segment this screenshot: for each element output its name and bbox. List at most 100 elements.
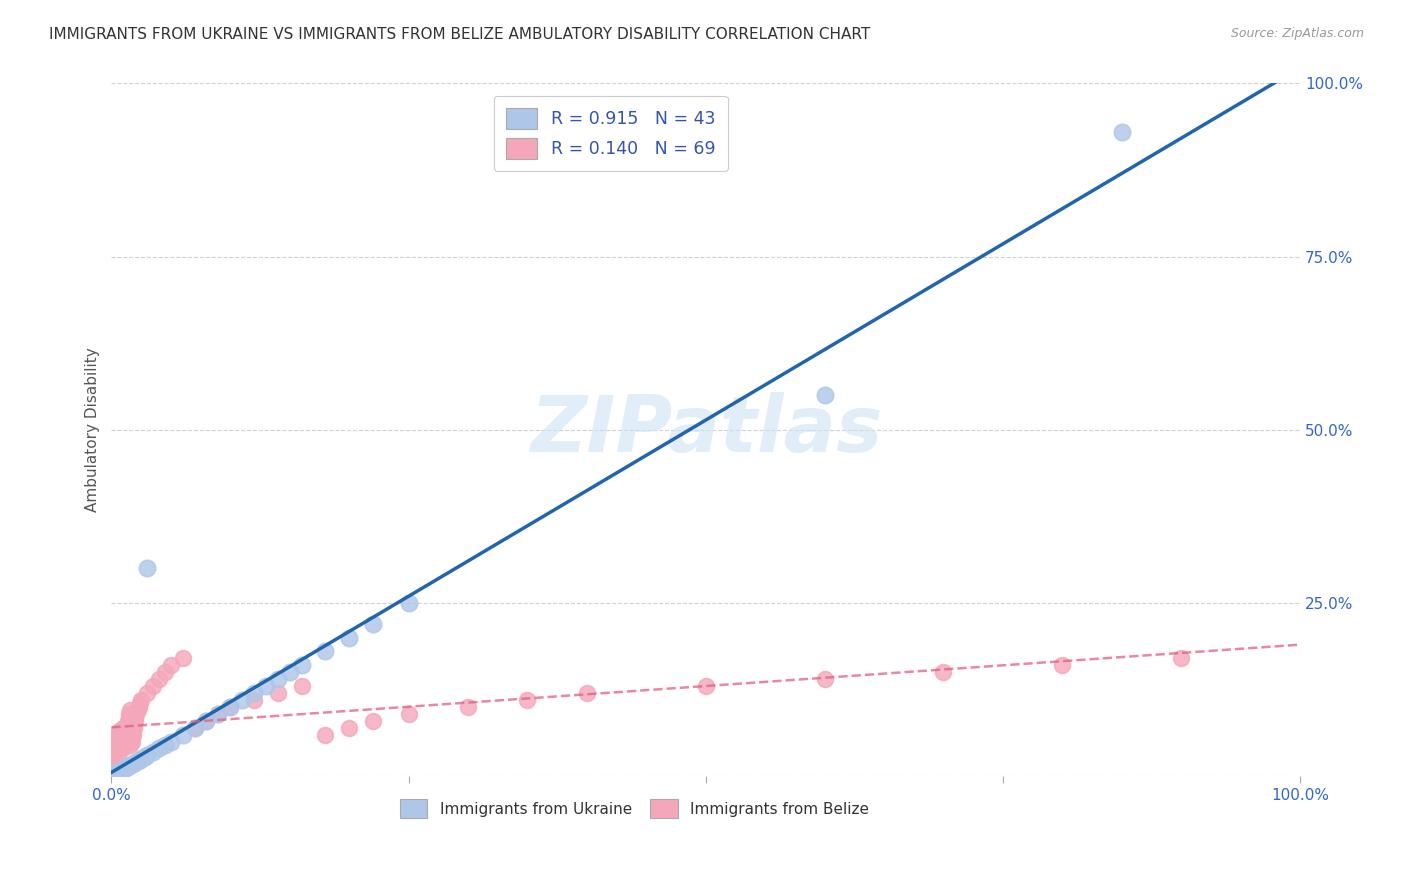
Point — [114, 761, 136, 775]
Point — [114, 731, 136, 745]
Point — [278, 665, 301, 680]
Point — [183, 721, 205, 735]
Point — [111, 763, 134, 777]
Point — [114, 738, 136, 752]
Point — [243, 686, 266, 700]
Point — [153, 738, 176, 752]
Text: Source: ZipAtlas.com: Source: ZipAtlas.com — [1230, 27, 1364, 40]
Point — [314, 644, 336, 658]
Point — [108, 764, 131, 779]
Point — [457, 699, 479, 714]
Point — [124, 714, 146, 728]
Point — [398, 596, 420, 610]
Point — [112, 721, 135, 735]
Point — [142, 679, 165, 693]
Point — [121, 724, 143, 739]
Point — [813, 388, 835, 402]
Point — [1170, 651, 1192, 665]
Point — [172, 728, 194, 742]
Point — [398, 706, 420, 721]
Point — [128, 699, 150, 714]
Point — [127, 754, 149, 768]
Point — [118, 706, 141, 721]
Point — [115, 721, 138, 735]
Point — [117, 759, 139, 773]
Point — [120, 758, 142, 772]
Point — [118, 710, 141, 724]
Y-axis label: Ambulatory Disability: Ambulatory Disability — [86, 347, 100, 512]
Point — [695, 679, 717, 693]
Point — [104, 741, 127, 756]
Point — [231, 693, 253, 707]
Point — [110, 734, 132, 748]
Point — [121, 734, 143, 748]
Point — [121, 731, 143, 745]
Point — [148, 672, 170, 686]
Point — [142, 745, 165, 759]
Point — [108, 741, 131, 756]
Point — [105, 738, 128, 752]
Point — [104, 745, 127, 759]
Point — [207, 706, 229, 721]
Point — [124, 710, 146, 724]
Point — [121, 728, 143, 742]
Point — [314, 728, 336, 742]
Point — [105, 766, 128, 780]
Point — [131, 751, 153, 765]
Point — [107, 724, 129, 739]
Point — [219, 699, 242, 714]
Point — [103, 748, 125, 763]
Point — [122, 717, 145, 731]
Point — [148, 741, 170, 756]
Point — [110, 731, 132, 745]
Point — [1052, 658, 1074, 673]
Point — [118, 758, 141, 772]
Text: IMMIGRANTS FROM UKRAINE VS IMMIGRANTS FROM BELIZE AMBULATORY DISABILITY CORRELAT: IMMIGRANTS FROM UKRAINE VS IMMIGRANTS FR… — [49, 27, 870, 42]
Point — [111, 728, 134, 742]
Point — [172, 651, 194, 665]
Point — [115, 760, 138, 774]
Point — [243, 693, 266, 707]
Point — [111, 724, 134, 739]
Point — [153, 665, 176, 680]
Point — [267, 672, 290, 686]
Point — [117, 714, 139, 728]
Point — [291, 658, 314, 673]
Point — [932, 665, 955, 680]
Point — [104, 767, 127, 781]
Point — [1111, 125, 1133, 139]
Point — [160, 734, 183, 748]
Point — [575, 686, 598, 700]
Text: ZIPatlas: ZIPatlas — [530, 392, 882, 467]
Point — [129, 753, 152, 767]
Point — [337, 721, 360, 735]
Point — [267, 686, 290, 700]
Point — [117, 717, 139, 731]
Point — [112, 762, 135, 776]
Point — [516, 693, 538, 707]
Point — [107, 745, 129, 759]
Point — [103, 752, 125, 766]
Point — [337, 631, 360, 645]
Point — [129, 693, 152, 707]
Point — [291, 679, 314, 693]
Point — [105, 728, 128, 742]
Point — [125, 706, 148, 721]
Point — [160, 658, 183, 673]
Point — [107, 764, 129, 779]
Point — [361, 616, 384, 631]
Point — [136, 686, 159, 700]
Point — [110, 764, 132, 778]
Point — [112, 741, 135, 756]
Point — [219, 699, 242, 714]
Point — [134, 749, 156, 764]
Point — [136, 748, 159, 763]
Point — [122, 721, 145, 735]
Point — [127, 703, 149, 717]
Point — [120, 738, 142, 752]
Point — [103, 768, 125, 782]
Point — [120, 703, 142, 717]
Point — [108, 738, 131, 752]
Point — [195, 714, 218, 728]
Point — [124, 756, 146, 770]
